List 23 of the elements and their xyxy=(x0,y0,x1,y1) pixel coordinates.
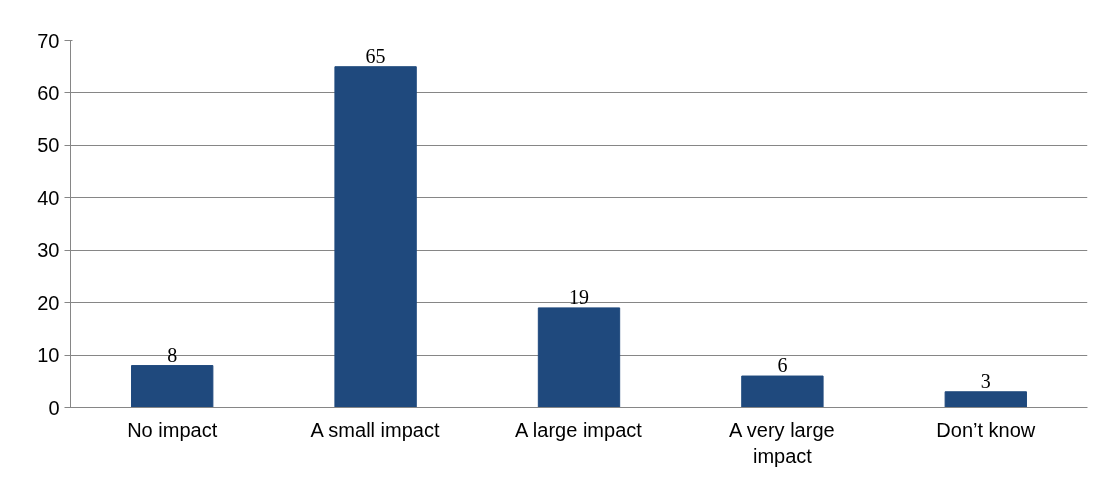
data-label: 3 xyxy=(980,369,991,392)
data-label: 6 xyxy=(777,354,788,377)
x-tick-label: A large impact xyxy=(515,418,643,441)
bar xyxy=(537,307,621,408)
bar xyxy=(131,365,214,408)
y-tick-label: 20 xyxy=(37,291,60,314)
y-tick-label: 70 xyxy=(37,29,60,52)
y-tick-label: 0 xyxy=(48,396,60,419)
y-tick-label: 30 xyxy=(37,239,60,262)
x-tick-label: A small impact xyxy=(310,418,440,441)
bar xyxy=(741,375,824,408)
y-tick-label: 40 xyxy=(37,186,60,209)
y-tick-label: 10 xyxy=(37,344,60,367)
data-label: 65 xyxy=(365,44,386,67)
x-tick-label: No impact xyxy=(127,418,218,441)
y-tick-label: 60 xyxy=(37,81,60,104)
y-tick-label: 50 xyxy=(37,134,60,157)
data-label: 19 xyxy=(569,285,589,308)
bar xyxy=(334,66,417,408)
x-tick-label: A very large impact xyxy=(729,418,835,467)
x-tick-label: Don’t know xyxy=(936,418,1036,441)
data-label: 8 xyxy=(167,343,178,366)
bar xyxy=(944,391,1027,408)
